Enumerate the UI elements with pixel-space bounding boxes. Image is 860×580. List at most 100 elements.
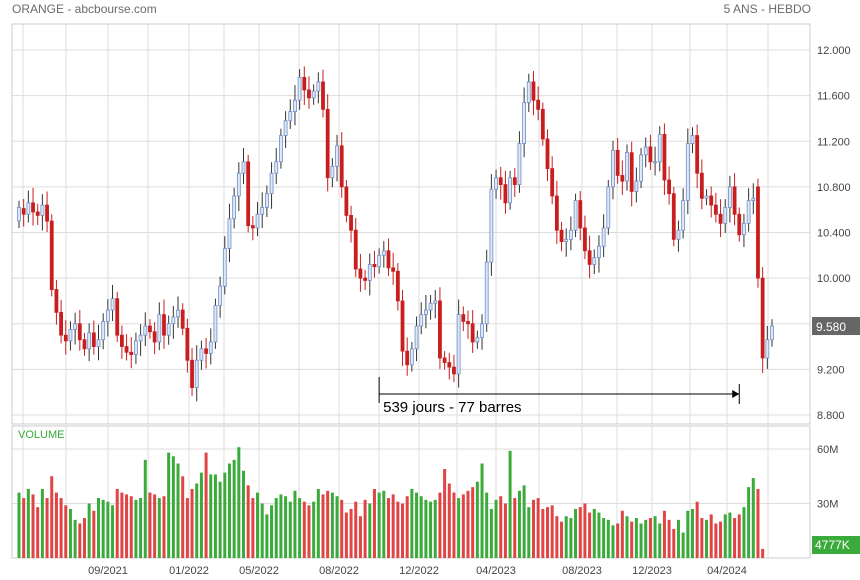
volume-bar [550,505,554,558]
volume-bar [616,523,620,558]
candle-body [17,207,21,222]
volume-bar [87,503,91,558]
candle-body [395,270,400,302]
candle-body [91,332,96,347]
candle-body [213,305,218,343]
candle-body [232,195,237,220]
volume-bar [588,512,592,558]
volume-bar [466,490,470,558]
volume-bar [354,501,358,558]
volume-bar [237,447,241,558]
candle-body [311,90,316,99]
candle-body [470,323,475,343]
volume-bar [705,519,709,558]
candle-body [550,168,555,197]
x-tick-label: 08/2023 [562,565,602,577]
candle-body [274,161,279,174]
volume-bar [737,514,741,558]
candle-body [583,227,587,252]
volume-bar [522,485,526,558]
price-panel-border [11,23,811,425]
volume-bar [391,494,395,558]
volume-bar [709,514,713,558]
volume-bar [134,499,138,558]
candle-body [466,321,470,325]
volume-bar [125,494,129,558]
volume-bar [330,492,334,558]
candle-body [190,359,194,389]
candle-body [667,179,672,195]
candle-body [54,289,59,313]
volume-bar [574,508,578,558]
price-tick-label: 10.800 [817,182,851,194]
candle-body [475,337,480,343]
annotation-label: 539 jours - 77 barres [383,399,521,416]
candle-body [433,300,438,304]
candle-body [531,81,536,101]
volume-bar [92,510,96,558]
candle-body [199,348,204,361]
volume-bar [101,499,105,558]
candle-body [208,341,213,354]
candle-body [409,348,414,366]
volume-bar [50,476,54,558]
candle-body [461,314,466,322]
candle-body [124,346,129,353]
volume-bar [288,501,292,558]
candle-body [494,177,498,190]
volume-bar [625,516,629,558]
price-tick-label: 10.400 [817,228,851,240]
candle-body [634,180,639,192]
candle-body [503,184,508,204]
volume-bar [293,490,297,558]
volume-bar [78,523,82,558]
price-tick-label: 12.000 [817,45,851,57]
candle-body [498,177,503,185]
candle-body [325,108,330,179]
volume-bar [386,498,390,558]
candle-body [148,325,152,333]
candle-body [297,76,302,101]
volume-bar [700,518,704,558]
volume-bar [644,519,648,558]
volume-bar [602,518,606,558]
candle-body [115,298,120,336]
volume-bar [218,481,222,558]
volume-bar [209,474,213,558]
volume-bar [424,499,428,558]
candle-body [615,149,620,176]
candle-body [31,202,35,213]
volume-bar [54,492,58,558]
volume-bar [167,452,171,558]
candle-body [657,134,662,163]
volume-bar [256,492,260,558]
candle-body [456,314,461,375]
candle-body [770,325,774,341]
volume-bar [73,519,77,558]
volume-bar [115,488,119,558]
volume-bar [302,501,306,558]
candle-body [554,195,559,231]
candle-body [134,340,138,355]
volume-bar [358,516,362,558]
volume-bar [265,514,269,558]
volume-bar [546,507,550,558]
candle-body [35,211,40,216]
candle-body [424,309,428,316]
last-price-marker: 9.580 [812,317,860,336]
volume-bar [433,499,437,558]
candle-body [363,277,367,281]
candle-body [241,161,246,174]
last-price-label: 9.580 [816,320,846,334]
candle-body [484,261,489,325]
volume-bar [190,488,194,558]
candle-body [391,267,396,272]
candle-body [625,152,629,182]
volume-bar [26,488,30,558]
candle-body [176,309,180,318]
volume-bar [227,463,231,558]
volume-bar [148,492,152,558]
candle-body [592,257,597,265]
candle-body [606,186,611,229]
candle-body [512,177,517,185]
